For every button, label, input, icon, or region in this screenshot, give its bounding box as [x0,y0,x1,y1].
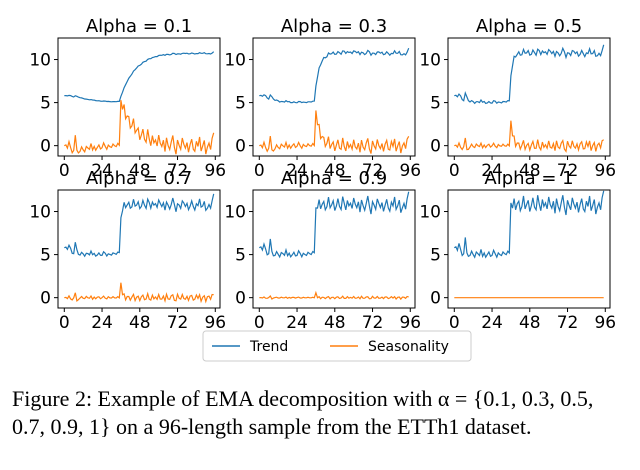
axes-frame [252,37,416,157]
trend-line [454,44,605,105]
x-tick-label: 24 [481,161,503,181]
x-tick-label: 96 [594,161,616,181]
panel-title: Alpha = 0.9 [281,168,387,189]
figure: Alpha = 0.1 0 24 48 72 96 0 5 10 Alpha = 0.3 0 24 48… [29,16,616,362]
panel-4: Alpha = 0.7 0 24 48 72 96 0 5 10 [29,168,226,333]
axes-frame [447,189,611,309]
panel-1: Alpha = 0.1 0 24 48 72 96 0 5 10 [29,16,226,181]
y-tick-label: 10 [224,51,246,71]
y-tick-label: 5 [430,94,441,114]
y-tick-label: 0 [430,137,441,157]
panel-6: Alpha = 1 0 24 48 72 96 0 5 10 [419,168,616,333]
x-tick-label: 24 [286,313,308,333]
y-tick-label: 10 [29,203,51,223]
trend-line [64,193,215,258]
x-tick-label: 96 [399,161,421,181]
legend: Trend Seasonality [202,330,472,362]
y-tick-label: 10 [419,203,441,223]
y-tick-label: 5 [40,246,51,266]
x-tick-label: 48 [519,313,541,333]
panel-title: Alpha = 0.3 [281,16,387,37]
panel-title: Alpha = 0.1 [86,16,192,37]
x-tick-label: 72 [167,313,189,333]
x-tick-label: 96 [204,161,226,181]
seasonality-line [64,282,214,304]
y-tick-label: 10 [29,51,51,71]
y-tick-label: 5 [235,246,246,266]
x-tick-label: 48 [129,313,151,333]
x-tick-label: 0 [449,313,460,333]
x-tick-label: 96 [204,313,226,333]
x-tick-label: 24 [91,161,113,181]
y-tick-label: 0 [430,289,441,309]
axes-frame [57,37,221,157]
legend-label-trend: Trend [249,339,288,355]
legend-label-seasonality: Seasonality [368,339,449,355]
figure-caption: Figure 2: Example of EMA decomposition w… [12,386,594,439]
y-tick-label: 0 [40,289,51,309]
panel-5: Alpha = 0.9 0 24 48 72 96 0 5 10 [224,168,421,333]
y-tick-label: 5 [430,246,441,266]
panel-3: Alpha = 0.5 0 24 48 72 96 0 5 10 [419,16,616,181]
panel-title: Alpha = 1 [484,168,573,189]
x-tick-label: 96 [399,313,421,333]
y-tick-label: 5 [235,94,246,114]
panel-title: Alpha = 0.5 [476,16,582,37]
x-tick-label: 48 [519,161,541,181]
x-tick-label: 0 [59,161,70,181]
x-tick-label: 72 [557,161,579,181]
x-tick-label: 0 [449,161,460,181]
y-tick-label: 0 [235,137,246,157]
y-tick-label: 0 [40,137,51,157]
seasonality-line [259,110,410,154]
y-tick-label: 0 [235,289,246,309]
trend-line [259,47,410,104]
axes-frame [447,37,611,157]
seasonality-line [454,120,605,153]
axes-frame [57,189,221,309]
x-tick-label: 48 [324,161,346,181]
x-tick-label: 0 [254,313,265,333]
x-tick-label: 24 [481,313,503,333]
trend-line [259,191,410,259]
y-tick-label: 5 [40,94,51,114]
seasonality-line [259,290,409,301]
seasonality-line [64,100,215,155]
x-tick-label: 24 [91,313,113,333]
x-tick-label: 72 [362,313,384,333]
y-tick-label: 10 [419,51,441,71]
x-tick-label: 48 [129,161,151,181]
x-tick-label: 72 [362,161,384,181]
x-tick-label: 24 [286,161,308,181]
x-tick-label: 0 [59,313,70,333]
x-tick-label: 48 [324,313,346,333]
panel-2: Alpha = 0.3 0 24 48 72 96 0 5 10 [224,16,421,181]
trend-line [454,190,605,259]
trend-line [64,51,215,103]
panel-title: Alpha = 0.7 [86,168,192,189]
x-tick-label: 72 [167,161,189,181]
y-tick-label: 10 [224,203,246,223]
x-tick-label: 72 [557,313,579,333]
axes-frame [252,189,416,309]
x-tick-label: 0 [254,161,265,181]
x-tick-label: 96 [594,313,616,333]
